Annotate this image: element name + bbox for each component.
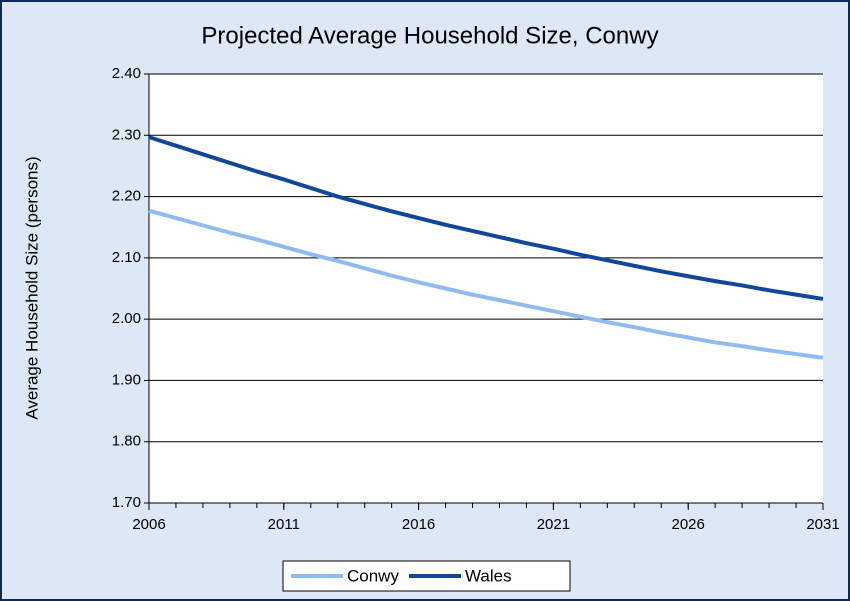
x-tick-label: 2016 <box>402 516 435 533</box>
line-series <box>148 208 824 360</box>
x-tick-label: 2021 <box>537 516 570 533</box>
chart-title: Projected Average Household Size, Conwy <box>201 22 658 49</box>
y-tick-label: 2.20 <box>112 188 141 205</box>
legend-label: Wales <box>465 566 512 585</box>
y-tick-label: 1.80 <box>112 433 141 450</box>
y-tick-label: 2.40 <box>112 65 141 82</box>
x-tick-label: 2011 <box>268 516 300 533</box>
y-tick-label: 2.00 <box>112 310 141 327</box>
y-axis-label: Average Household Size (persons) <box>22 156 41 419</box>
x-tick-label: 2006 <box>132 516 165 533</box>
x-tick-label: 2026 <box>672 516 705 533</box>
y-tick-label: 1.70 <box>112 494 141 511</box>
plot-area <box>149 74 823 503</box>
y-tick-label: 2.30 <box>112 126 141 143</box>
y-tick-label: 2.10 <box>112 249 141 266</box>
x-tick-label: 2031 <box>806 516 839 533</box>
legend-label: Conwy <box>347 566 399 585</box>
line-series <box>148 135 824 301</box>
y-tick-label: 1.90 <box>112 371 141 388</box>
